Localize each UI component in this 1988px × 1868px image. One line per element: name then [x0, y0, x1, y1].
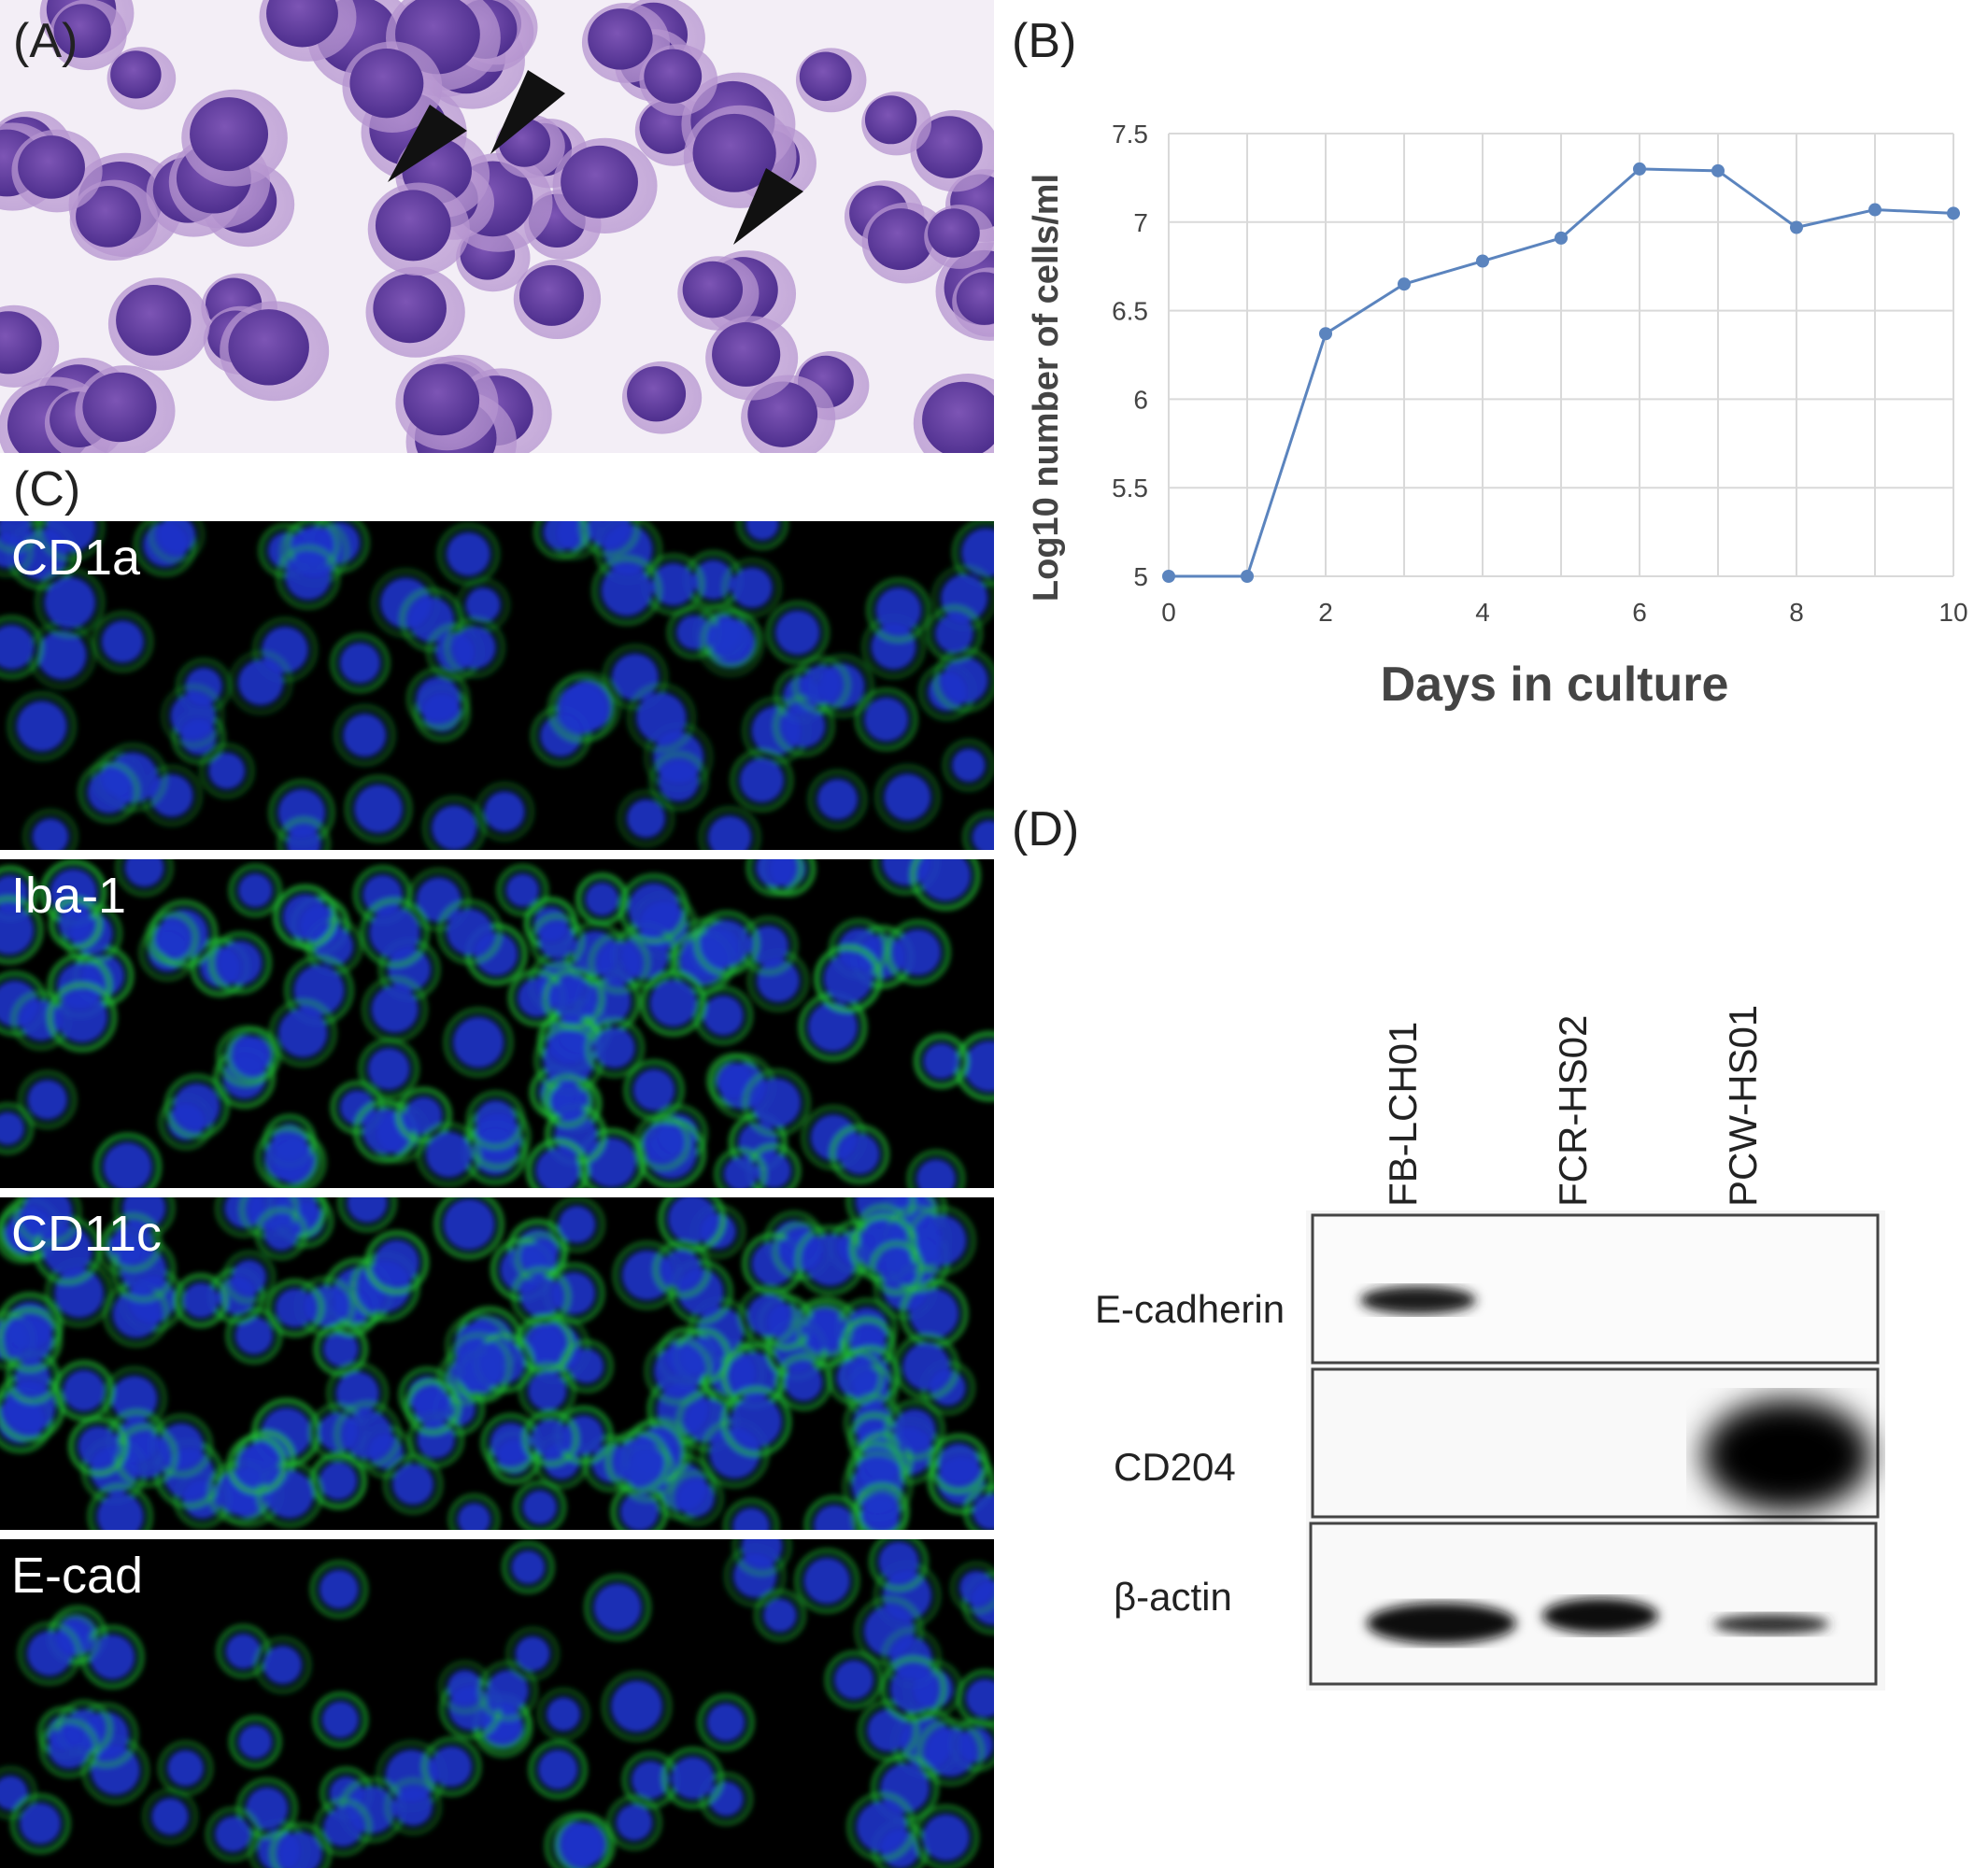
if-panel-cd11c: CD11c [0, 1197, 994, 1530]
y-tick-label: 5 [1133, 562, 1148, 591]
stain-label-iba1: Iba-1 [11, 868, 127, 924]
data-point [1947, 206, 1960, 220]
band-bactin-fb-lch01 [1367, 1603, 1516, 1644]
lane-label-fcr-hs02: FCR-HS02 [1551, 1014, 1595, 1207]
y-tick-label: 7.5 [1112, 120, 1148, 149]
blot-row-label-ecadherin: E-cadherin [1095, 1287, 1285, 1331]
x-tick-label: 0 [1161, 598, 1176, 627]
data-point [1555, 231, 1568, 245]
panel-label-b: (B) [1012, 14, 1077, 68]
stain-label-cd1a: CD1a [11, 530, 141, 586]
x-tick-label: 2 [1318, 598, 1333, 627]
if-panel-cd1a: CD1a [0, 521, 994, 850]
band-bactin-fcr-hs02 [1542, 1598, 1658, 1634]
lane-label-pcw-hs01: PCW-HS01 [1721, 1004, 1765, 1207]
blot-row-label-bactin: β-actin [1114, 1575, 1232, 1619]
data-point [1319, 327, 1332, 341]
data-point [1162, 570, 1175, 583]
data-point [1868, 203, 1882, 217]
lane-label-fb-lch01: FB-LCH01 [1381, 1021, 1425, 1207]
y-tick-label: 5.5 [1112, 474, 1148, 502]
x-tick-label: 4 [1475, 598, 1490, 627]
panel-a-micrograph: (A) [0, 0, 994, 453]
blot-image [1309, 1213, 1880, 1686]
band-cd204-pcw-hs01 [1703, 1399, 1871, 1511]
if-panel-iba1: Iba-1 [0, 859, 994, 1188]
he-stained-cells-image [0, 0, 994, 453]
data-point [1711, 163, 1725, 177]
x-tick-label: 6 [1632, 598, 1647, 627]
blot-membrane [1306, 1210, 1885, 1691]
chart-x-axis-label: Days in culture [1381, 658, 1729, 712]
band-ecadherin-fb-lch01 [1360, 1286, 1476, 1314]
arrowheads [388, 70, 803, 245]
y-tick-label: 7 [1133, 208, 1148, 237]
y-tick-label: 6.5 [1112, 297, 1148, 326]
y-tick-label: 6 [1133, 385, 1148, 414]
data-point [1398, 277, 1411, 291]
chart-y-axis-label: Log10 number of cells/ml [1027, 174, 1066, 601]
blot-row-label-cd204: CD204 [1114, 1445, 1236, 1489]
stain-label-cd11c: CD11c [11, 1206, 163, 1262]
x-tick-label: 10 [1938, 598, 1967, 627]
band-bactin-pcw-hs01 [1713, 1614, 1829, 1634]
if-panel-ecad: E-cad [0, 1539, 994, 1868]
data-point [1241, 570, 1254, 583]
stain-label-ecad: E-cad [11, 1548, 144, 1604]
data-point [1790, 220, 1803, 234]
panel-label-a: (A) [13, 14, 78, 68]
growth-chart: 5 5.5 6 6.5 7 7.5 0 2 4 6 8 10 Log10 number of cell… [1027, 120, 1968, 712]
x-tick-label: 8 [1789, 598, 1804, 627]
data-point [1633, 162, 1646, 176]
panel-label-c: (C) [13, 462, 81, 517]
panel-label-d: (D) [1012, 802, 1080, 856]
data-point [1476, 254, 1489, 268]
